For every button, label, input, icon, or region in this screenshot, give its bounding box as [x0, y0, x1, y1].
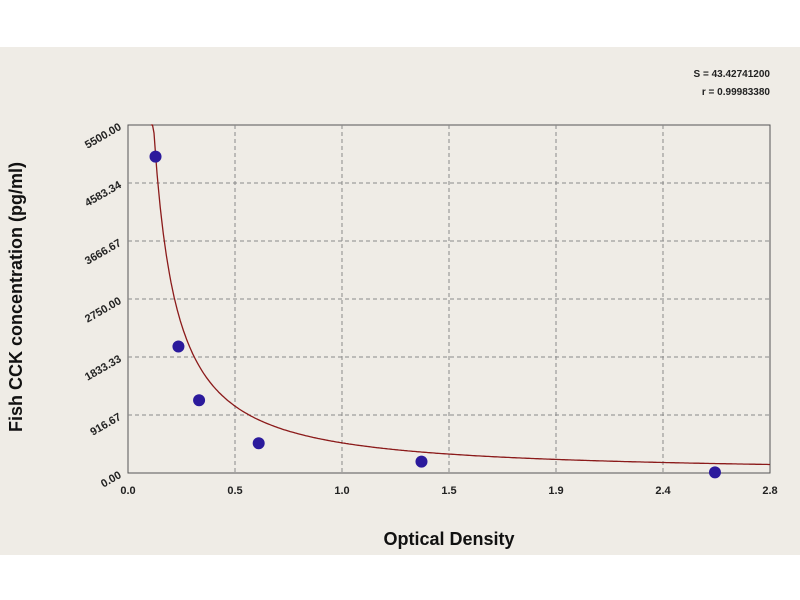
- y-tick-label: 3666.67: [83, 237, 123, 267]
- y-tick-label: 4583.34: [83, 179, 124, 210]
- data-point: [172, 340, 185, 353]
- y-tick-label: 1833.33: [83, 353, 123, 383]
- fit-stat-r: r = 0.99983380: [702, 87, 771, 98]
- x-axis-title: Optical Density: [383, 529, 514, 549]
- y-tick-label: 916.67: [88, 411, 123, 438]
- y-tick-label: 2750.00: [83, 295, 123, 325]
- x-tick-label: 2.4: [655, 485, 671, 497]
- fit-stat-s: S = 43.42741200: [694, 69, 771, 80]
- y-tick-labels: 0.00916.671833.332750.003666.674583.3455…: [83, 121, 124, 490]
- fit-curve: [150, 124, 770, 466]
- data-point: [252, 437, 265, 450]
- x-tick-label: 2.8: [762, 485, 777, 497]
- data-point: [415, 455, 428, 468]
- y-axis-title: Fish CCK concentration (pg/ml): [6, 162, 26, 432]
- chart-frame: 0.0 0.5 1.0 1.5 1.9 2.4 2.8 0.00 916.67 1833.33 2…: [0, 47, 800, 555]
- x-tick-labels: 0.0 0.5 1.0 1.5 1.9 2.4 2.8: [120, 485, 777, 497]
- x-tick-label: 0.0: [120, 485, 135, 497]
- chart-svg: 0.0 0.5 1.0 1.5 1.9 2.4 2.8 0.00916.671833.332…: [6, 69, 778, 549]
- x-tick-label: 1.5: [441, 485, 456, 497]
- x-tick-label: 1.9: [548, 485, 563, 497]
- x-tick-label: 1.0: [334, 485, 349, 497]
- curve-layer: [150, 124, 770, 466]
- points-layer: [149, 150, 721, 479]
- grid-layer: [127, 124, 771, 474]
- data-point: [193, 394, 206, 407]
- data-point: [708, 466, 721, 479]
- data-point: [149, 150, 162, 163]
- x-tick-label: 0.5: [227, 485, 242, 497]
- y-tick-label: 5500.00: [83, 121, 123, 151]
